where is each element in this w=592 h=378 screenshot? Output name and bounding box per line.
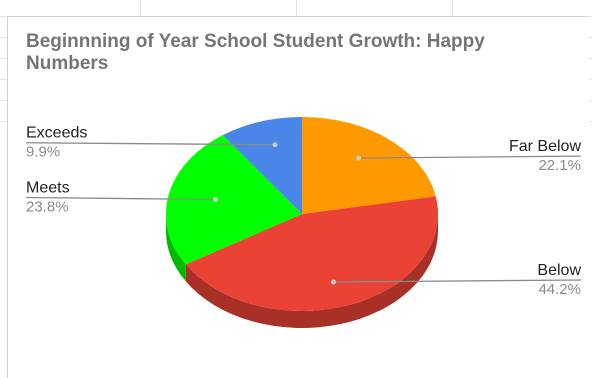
chart-title: Beginnning of Year School Student Growth… xyxy=(26,31,485,74)
slice-label-meets: Meets xyxy=(26,179,70,196)
slice-label-far-below: Far Below xyxy=(509,138,581,155)
leader-line-exceeds xyxy=(25,142,275,146)
leader-dot-far-below xyxy=(356,155,362,161)
leader-dot-exceeds xyxy=(272,142,278,148)
leader-line-far-below xyxy=(358,155,582,159)
slice-percent-below: 44.2% xyxy=(538,281,581,298)
pie-side-meets xyxy=(166,214,186,282)
leader-line-meets xyxy=(25,196,216,201)
leader-line-below xyxy=(333,279,582,283)
pie-side-below xyxy=(185,214,438,328)
pie-slice-exceeds xyxy=(222,117,302,214)
pie-slice-far-below xyxy=(302,117,436,214)
slice-label-below: Below xyxy=(537,262,581,279)
slice-percent-exceeds: 9.9% xyxy=(26,144,60,161)
leader-dot-below xyxy=(331,279,337,285)
slice-percent-meets: 23.8% xyxy=(26,198,69,215)
chart-container[interactable]: Beginnning of Year School Student Growth… xyxy=(7,16,589,378)
pie-slice-below xyxy=(185,196,438,311)
pie-chart: Far Below 22.1% Below 44.2% Meets 23.8% Exceed… xyxy=(25,117,582,328)
leader-dot-meets xyxy=(212,196,218,202)
slice-percent-far-below: 22.1% xyxy=(538,157,581,174)
slice-label-exceeds: Exceeds xyxy=(26,125,87,142)
pie-slice-meets xyxy=(166,135,302,265)
